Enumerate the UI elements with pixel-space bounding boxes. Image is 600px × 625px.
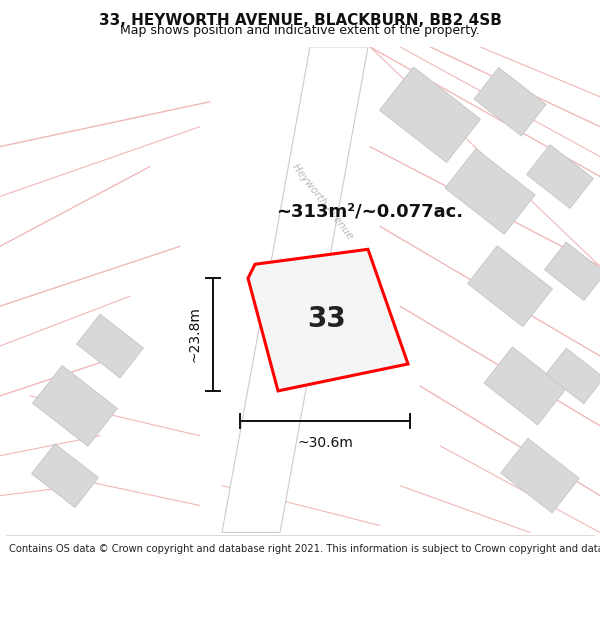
- Text: Map shows position and indicative extent of the property.: Map shows position and indicative extent…: [120, 24, 480, 36]
- Text: 33, HEYWORTH AVENUE, BLACKBURN, BB2 4SB: 33, HEYWORTH AVENUE, BLACKBURN, BB2 4SB: [98, 13, 502, 28]
- Polygon shape: [222, 47, 368, 532]
- Polygon shape: [484, 347, 566, 425]
- Polygon shape: [248, 249, 408, 391]
- Polygon shape: [546, 348, 600, 404]
- Text: Heyworth Avenue: Heyworth Avenue: [290, 162, 355, 241]
- Text: 33: 33: [307, 305, 346, 333]
- Polygon shape: [32, 366, 118, 446]
- Text: ~23.8m: ~23.8m: [187, 307, 201, 362]
- Polygon shape: [32, 444, 98, 508]
- Polygon shape: [474, 68, 546, 136]
- Polygon shape: [77, 314, 143, 378]
- Text: ~313m²/~0.077ac.: ~313m²/~0.077ac.: [277, 202, 464, 221]
- Polygon shape: [501, 438, 579, 513]
- Text: Contains OS data © Crown copyright and database right 2021. This information is : Contains OS data © Crown copyright and d…: [9, 544, 600, 554]
- Polygon shape: [445, 149, 535, 234]
- Polygon shape: [545, 242, 600, 301]
- Polygon shape: [380, 67, 481, 162]
- Polygon shape: [467, 246, 553, 326]
- Text: ~30.6m: ~30.6m: [297, 436, 353, 450]
- Polygon shape: [527, 145, 593, 208]
